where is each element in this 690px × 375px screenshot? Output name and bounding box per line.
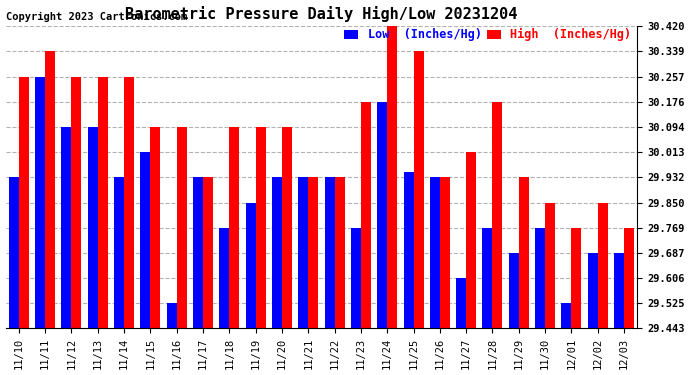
Bar bbox=[246, 202, 255, 328]
Bar bbox=[140, 152, 150, 328]
Bar bbox=[324, 177, 335, 328]
Bar bbox=[466, 152, 476, 328]
Bar bbox=[282, 127, 292, 328]
Title: Barometric Pressure Daily High/Low 20231204: Barometric Pressure Daily High/Low 20231… bbox=[125, 6, 518, 21]
Bar bbox=[45, 51, 55, 328]
Bar bbox=[430, 177, 440, 328]
Bar bbox=[351, 228, 361, 328]
Bar bbox=[9, 177, 19, 328]
Bar bbox=[203, 177, 213, 328]
Bar bbox=[219, 228, 229, 328]
Bar bbox=[61, 127, 71, 328]
Bar bbox=[598, 202, 608, 328]
Bar bbox=[98, 76, 108, 328]
Bar bbox=[404, 172, 413, 328]
Bar bbox=[124, 76, 134, 328]
Bar bbox=[413, 51, 424, 328]
Bar bbox=[361, 102, 371, 328]
Bar bbox=[150, 127, 160, 328]
Bar bbox=[255, 127, 266, 328]
Bar bbox=[166, 303, 177, 328]
Bar bbox=[545, 202, 555, 328]
Bar bbox=[88, 127, 98, 328]
Bar bbox=[440, 177, 450, 328]
Bar bbox=[519, 177, 529, 328]
Bar bbox=[71, 76, 81, 328]
Bar bbox=[298, 177, 308, 328]
Legend: Low  (Inches/Hg), High  (Inches/Hg): Low (Inches/Hg), High (Inches/Hg) bbox=[344, 28, 631, 42]
Bar bbox=[387, 26, 397, 328]
Bar bbox=[272, 177, 282, 328]
Bar bbox=[308, 177, 318, 328]
Text: Copyright 2023 Cartronics.com: Copyright 2023 Cartronics.com bbox=[6, 12, 187, 22]
Bar bbox=[624, 228, 634, 328]
Bar bbox=[456, 278, 466, 328]
Bar bbox=[377, 102, 387, 328]
Bar bbox=[588, 253, 598, 328]
Bar bbox=[493, 102, 502, 328]
Bar bbox=[614, 253, 624, 328]
Bar bbox=[482, 228, 493, 328]
Bar bbox=[193, 177, 203, 328]
Bar bbox=[509, 253, 519, 328]
Bar bbox=[19, 76, 29, 328]
Bar bbox=[535, 228, 545, 328]
Bar bbox=[229, 127, 239, 328]
Bar bbox=[177, 127, 186, 328]
Bar bbox=[35, 76, 45, 328]
Bar bbox=[114, 177, 124, 328]
Bar bbox=[562, 303, 571, 328]
Bar bbox=[571, 228, 582, 328]
Bar bbox=[335, 177, 344, 328]
